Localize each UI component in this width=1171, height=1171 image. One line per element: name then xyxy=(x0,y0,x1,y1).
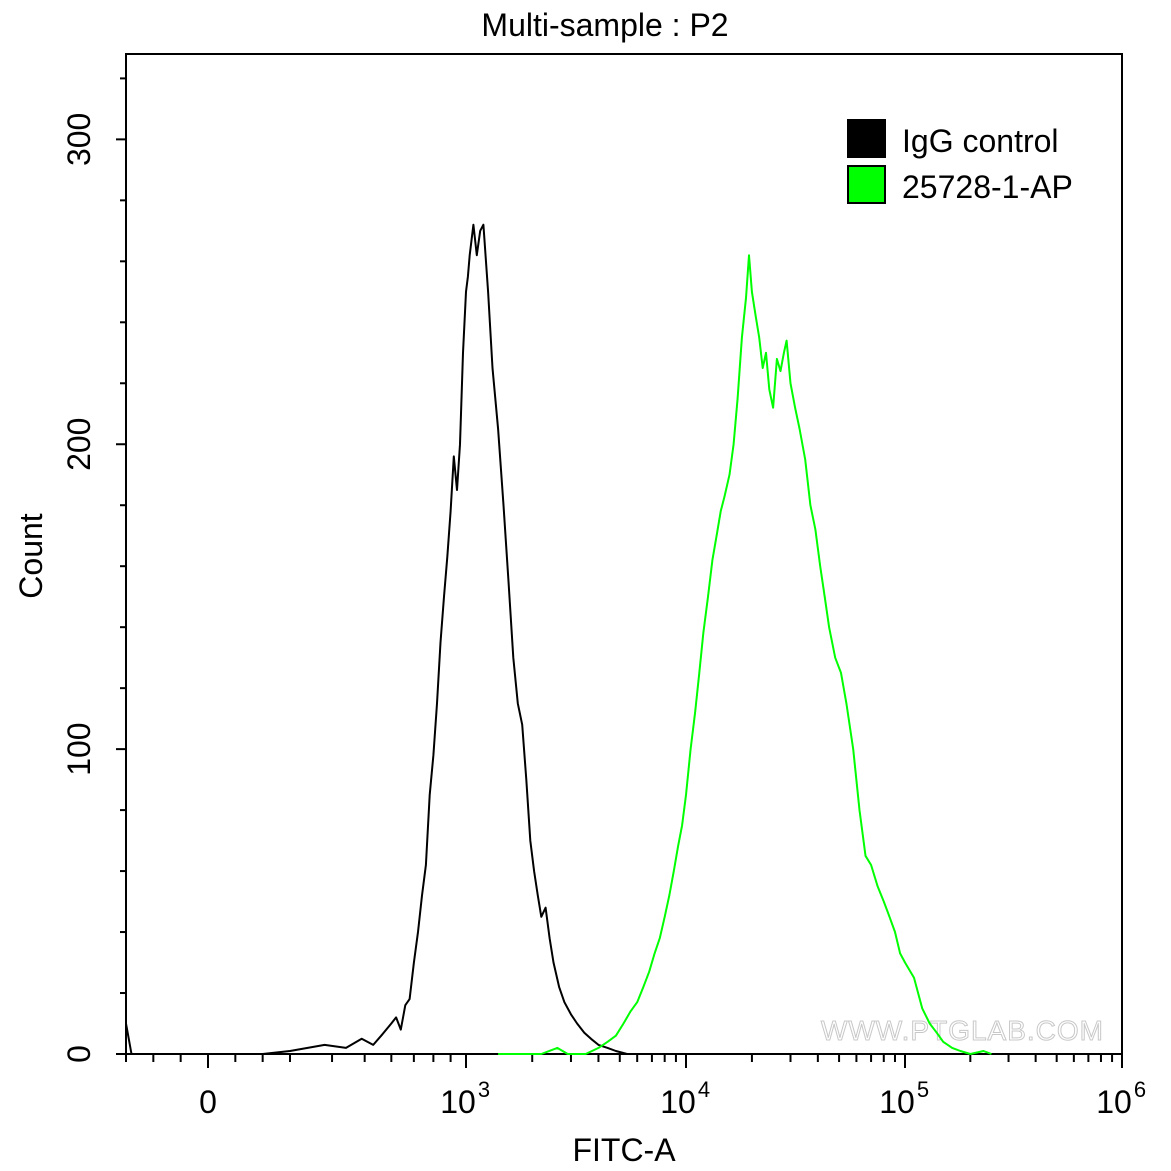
y-tick-label: 100 xyxy=(61,722,97,775)
x-tick-label: 10 xyxy=(1096,1084,1132,1120)
x-axis-label: FITC-A xyxy=(572,1132,676,1168)
legend-label-igg-control: IgG control xyxy=(902,123,1059,159)
series-line-igg-control xyxy=(125,223,638,1055)
y-axis: 0 100 200 300 xyxy=(61,77,126,1063)
legend-label-25728-1-ap: 25728-1-AP xyxy=(902,169,1073,205)
x-axis: 0 10 3 10 4 10 5 10 6 xyxy=(125,1054,1146,1120)
y-tick-label: 0 xyxy=(61,1045,97,1063)
chart-title: Multi-sample : P2 xyxy=(481,7,728,43)
watermark: WWW.PTGLAB.COM xyxy=(821,1015,1104,1046)
x-tick-exponent: 5 xyxy=(917,1077,929,1102)
y-tick-label: 200 xyxy=(61,418,97,471)
legend-swatch-25728-1-ap xyxy=(847,165,886,204)
legend-swatch-igg-control xyxy=(847,119,886,158)
x-tick-exponent: 6 xyxy=(1134,1077,1146,1102)
series-line-25728-1-ap xyxy=(498,254,992,1055)
legend: IgG control 25728-1-AP xyxy=(847,119,1073,205)
y-axis-label: Count xyxy=(13,513,49,599)
series-layer xyxy=(125,223,992,1055)
x-tick-label: 0 xyxy=(199,1084,217,1120)
y-tick-label: 300 xyxy=(61,113,97,166)
x-tick-exponent: 3 xyxy=(478,1077,490,1102)
x-tick-label: 10 xyxy=(440,1084,476,1120)
x-tick-label: 10 xyxy=(879,1084,915,1120)
x-tick-label: 10 xyxy=(660,1084,696,1120)
x-tick-exponent: 4 xyxy=(698,1077,710,1102)
